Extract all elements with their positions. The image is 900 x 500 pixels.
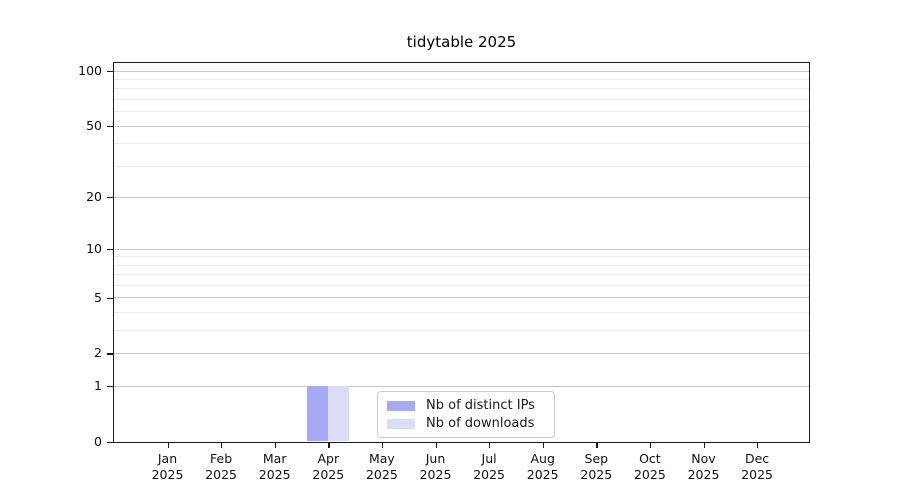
grid-major-line <box>114 196 809 198</box>
grid-minor-line <box>114 312 809 314</box>
x-tick-mark <box>435 443 437 448</box>
x-tick-mark <box>221 443 223 448</box>
grid-major-line <box>114 353 809 355</box>
x-tick-mark <box>703 443 705 448</box>
bar-distinct-ips <box>307 385 328 442</box>
legend-label-downloads: Nb of downloads <box>426 415 535 431</box>
y-tick-mark <box>107 70 113 73</box>
x-tick-label: Jun 2025 <box>419 451 452 482</box>
legend: Nb of distinct IPs Nb of downloads <box>377 391 555 438</box>
grid-major-line <box>114 125 809 127</box>
legend-swatch-distinct-ips <box>387 400 415 411</box>
x-tick-mark <box>167 443 169 448</box>
x-tick-mark <box>489 443 491 448</box>
y-tick-label: 100 <box>78 62 102 78</box>
legend-item-distinct-ips: Nb of distinct IPs <box>387 397 545 413</box>
chart-title: tidytable 2025 <box>406 33 517 51</box>
grid-minor-line <box>114 330 809 331</box>
y-tick-label: 50 <box>86 117 102 133</box>
x-tick-label: Jan 2025 <box>151 451 184 482</box>
legend-item-downloads: Nb of downloads <box>387 415 545 431</box>
x-tick-label: Dec 2025 <box>741 451 773 482</box>
x-tick-mark <box>381 443 384 448</box>
x-tick-mark <box>649 443 652 448</box>
x-tick-label: Aug 2025 <box>526 451 559 482</box>
grid-minor-line <box>114 143 809 144</box>
x-tick-label: Feb 2025 <box>205 451 237 482</box>
grid-major-line <box>114 248 809 250</box>
grid-minor-line <box>114 285 809 287</box>
legend-label-distinct-ips: Nb of distinct IPs <box>426 397 535 413</box>
y-tick-mark <box>107 386 113 388</box>
x-tick-mark <box>542 443 544 448</box>
grid-minor-line <box>114 88 809 90</box>
grid-minor-line <box>114 264 809 266</box>
y-tick-mark <box>107 249 113 251</box>
legend-swatch-downloads <box>387 418 415 429</box>
plot-area <box>113 62 810 443</box>
y-tick-mark <box>107 353 113 355</box>
y-tick-mark <box>107 297 113 299</box>
x-tick-mark <box>757 443 759 448</box>
x-tick-mark <box>596 443 598 448</box>
x-tick-mark <box>328 443 330 448</box>
y-tick-label: 0 <box>94 433 102 449</box>
grid-major-line <box>114 297 809 299</box>
grid-minor-line <box>114 79 809 80</box>
y-tick-label: 20 <box>86 189 102 205</box>
x-tick-label: Mar 2025 <box>258 451 291 482</box>
grid-major-line <box>114 70 809 72</box>
x-tick-label: Apr 2025 <box>312 451 345 482</box>
x-tick-label: Nov 2025 <box>687 451 720 482</box>
grid-minor-line <box>114 98 809 100</box>
grid-minor-line <box>114 165 809 167</box>
y-tick-mark <box>107 125 113 128</box>
y-tick-mark <box>107 197 113 199</box>
grid-minor-line <box>114 256 809 258</box>
bar-downloads <box>328 385 349 442</box>
y-tick-mark <box>107 441 113 443</box>
y-tick-label: 5 <box>94 289 102 305</box>
grid-minor-line <box>114 274 809 276</box>
grid-major-line <box>114 385 809 387</box>
y-tick-label: 2 <box>94 345 102 361</box>
y-tick-label: 10 <box>86 241 102 256</box>
grid-minor-line <box>114 111 809 113</box>
y-tick-label: 1 <box>94 378 102 393</box>
x-tick-label: Jul 2025 <box>473 451 505 482</box>
x-tick-label: Oct 2025 <box>633 451 666 482</box>
x-tick-mark <box>274 443 276 448</box>
x-tick-label: May 2025 <box>365 451 398 482</box>
x-tick-label: Sep 2025 <box>580 451 613 482</box>
